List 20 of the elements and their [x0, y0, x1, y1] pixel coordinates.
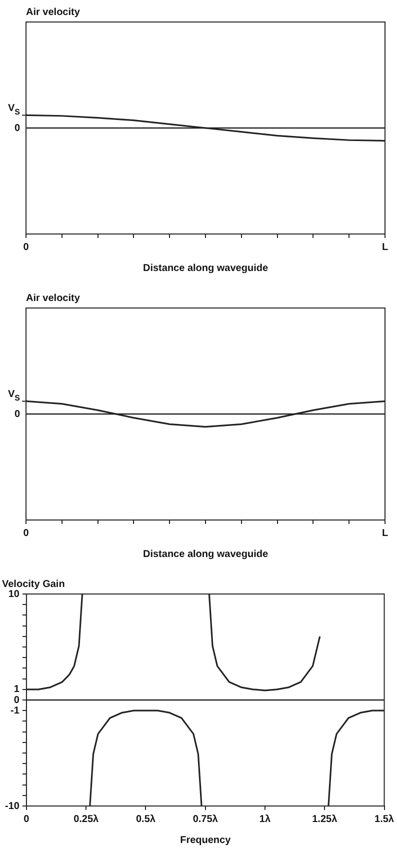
chart-title: Air velocity	[26, 292, 80, 304]
chart-title: Velocity Gain	[2, 578, 65, 590]
x-tick-label: 0.75λ	[192, 814, 218, 825]
x-tick-label: 1λ	[259, 814, 271, 825]
x-axis-title: Distance along waveguide	[142, 262, 268, 274]
y-tick-label: -1	[10, 705, 20, 716]
x-axis-title: Frequency	[180, 834, 232, 846]
x-tick-label: L	[382, 528, 388, 539]
x-tick-label: 0	[24, 814, 30, 825]
x-tick-label: 1.5λ	[374, 814, 394, 825]
y-tick-label: 10	[8, 588, 20, 600]
y-tick-label: -10	[5, 800, 20, 812]
x-axis-title: Distance along waveguide	[142, 548, 268, 560]
chart-title: Air velocity	[26, 6, 80, 18]
x-tick-label: 0.25λ	[74, 814, 100, 825]
x-tick-label: 1.25λ	[312, 814, 338, 825]
y-tick-label: 1	[14, 684, 20, 696]
x-tick-label: 0.5λ	[136, 814, 156, 825]
x-tick-label: L	[382, 242, 388, 253]
y-tick-label: 0	[14, 694, 20, 706]
